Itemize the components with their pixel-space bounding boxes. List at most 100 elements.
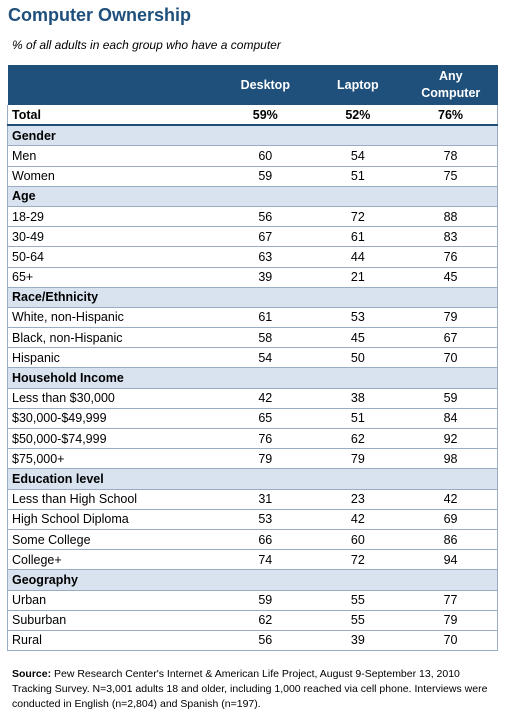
table-header-row: Desktop Laptop Any Computer [7,65,498,105]
section-row: Age [7,186,498,207]
cell-laptop: 52% [311,105,405,127]
cell-laptop: 39 [311,630,405,652]
cell-any: 79 [404,610,498,631]
cell-desktop: 66 [218,529,312,551]
cell-any: 84 [404,408,498,430]
cell-desktop: 65 [218,408,312,430]
header-any-line2: Computer [421,86,481,100]
cell-laptop: 44 [311,246,405,268]
row-label: Rural [7,630,219,652]
section-row: Household Income [7,367,498,389]
page-subtitle: % of all adults in each group who have a… [12,38,281,52]
cell-any: 70 [404,347,498,369]
cell-any: 92 [404,428,498,450]
cell-laptop: 61 [311,226,405,248]
cell-any: 67 [404,327,498,349]
table-row: Urban 59 55 77 [7,590,498,611]
cell-desktop: 59% [218,105,312,127]
header-any-computer: Any Computer [404,65,497,105]
cell-any: 76% [404,105,498,127]
table-row: Less than $30,000 42 38 59 [7,388,498,409]
cell-any: 59 [404,388,498,409]
section-title: Geography [7,569,498,591]
row-label: $75,000+ [7,448,219,470]
section-title: Household Income [7,367,498,389]
section-row: Gender [7,125,498,147]
row-label: 50-64 [7,246,219,268]
section-row: Education level [7,468,498,490]
row-label: White, non-Hispanic [7,307,219,329]
cell-laptop: 72 [311,206,405,228]
table-row: Women 59 51 75 [7,166,498,187]
cell-desktop: 56 [218,206,312,228]
cell-any: 79 [404,307,498,329]
cell-laptop: 23 [311,489,405,510]
row-label: High School Diploma [7,509,219,530]
table-row: 30-49 67 61 83 [7,226,498,248]
section-title: Age [7,186,498,207]
cell-laptop: 55 [311,610,405,631]
ownership-table: Desktop Laptop Any Computer Total 59% 52… [7,65,498,652]
cell-laptop: 72 [311,549,405,571]
source-label: Source: [12,668,52,680]
table-row: Suburban 62 55 79 [7,610,498,631]
table-row: Hispanic 54 50 70 [7,347,498,369]
row-label: Some College [7,529,219,551]
table-row: $75,000+ 79 79 98 [7,448,498,470]
cell-desktop: 67 [218,226,312,248]
cell-desktop: 60 [218,145,312,167]
cell-any: 83 [404,226,498,248]
cell-laptop: 55 [311,590,405,611]
header-any-line1: Any [438,69,463,83]
cell-desktop: 61 [218,307,312,329]
table-row: 65+ 39 21 45 [7,267,498,288]
cell-laptop: 51 [311,166,405,187]
cell-any: 86 [404,529,498,551]
table-row: Black, non-Hispanic 58 45 67 [7,327,498,349]
cell-desktop: 59 [218,166,312,187]
cell-any: 70 [404,630,498,652]
cell-laptop: 54 [311,145,405,167]
section-title: Race/Ethnicity [7,287,498,308]
cell-laptop: 53 [311,307,405,329]
page-title: Computer Ownership [8,5,192,25]
cell-laptop: 42 [311,509,405,530]
cell-any: 88 [404,206,498,228]
cell-desktop: 42 [218,388,312,409]
cell-laptop: 60 [311,529,405,551]
table-row: $50,000-$74,999 76 62 92 [7,428,498,450]
cell-desktop: 58 [218,327,312,349]
section-row: Race/Ethnicity [7,287,498,308]
cell-desktop: 31 [218,489,312,510]
table-row: High School Diploma 53 42 69 [7,509,498,530]
cell-any: 69 [404,509,498,530]
cell-desktop: 76 [218,428,312,450]
table-row: 50-64 63 44 76 [7,246,498,268]
cell-laptop: 79 [311,448,405,470]
table-row: Rural 56 39 70 [7,630,498,652]
section-title: Gender [7,125,498,147]
cell-laptop: 51 [311,408,405,430]
row-label: Hispanic [7,347,219,369]
cell-laptop: 50 [311,347,405,369]
cell-any: 42 [404,489,498,510]
table-row: Some College 66 60 86 [7,529,498,551]
table-row: White, non-Hispanic 61 53 79 [7,307,498,329]
section-row: Geography [7,569,498,591]
cell-desktop: 53 [218,509,312,530]
source-text: Pew Research Center's Internet & America… [12,668,488,710]
row-label: $30,000-$49,999 [7,408,219,430]
cell-desktop: 74 [218,549,312,571]
cell-any: 45 [404,267,498,288]
row-label: Suburban [7,610,219,631]
table-row: 18-29 56 72 88 [7,206,498,228]
cell-desktop: 63 [218,246,312,268]
cell-any: 77 [404,590,498,611]
row-label: $50,000-$74,999 [7,428,219,450]
cell-any: 78 [404,145,498,167]
row-label: Less than High School [7,489,219,510]
cell-desktop: 39 [218,267,312,288]
row-label: Total [7,105,219,127]
header-laptop: Laptop [336,77,379,92]
cell-laptop: 62 [311,428,405,450]
